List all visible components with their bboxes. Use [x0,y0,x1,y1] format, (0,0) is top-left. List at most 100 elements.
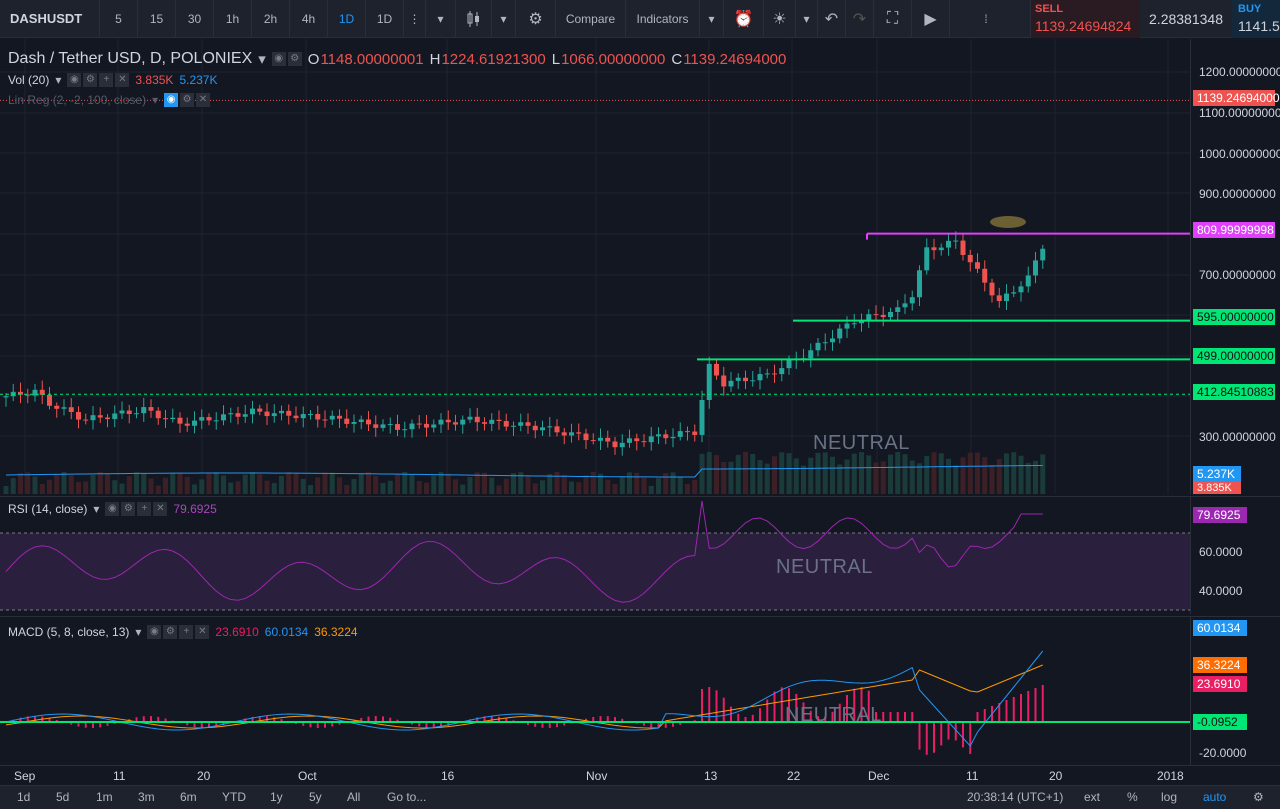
rsi-controls[interactable]: ◉ ⚙ + ✕ [105,502,168,516]
settings-gear-icon[interactable]: ⚙ [1253,790,1264,804]
interval-1h[interactable]: 1h [214,0,252,38]
range-1d[interactable]: 1d [17,790,31,804]
interval-2h[interactable]: 2h [252,0,290,38]
candle-style-icon[interactable] [456,0,492,38]
interval-30[interactable]: 30 [176,0,214,38]
volume-title[interactable]: Vol (20) [8,73,50,87]
redo-icon[interactable]: ↷ [846,0,874,38]
settings-icon[interactable]: ⚙ [83,73,98,87]
time-label: Nov [586,769,608,783]
sell-button[interactable]: SELL 1139.24694824 [1030,0,1140,38]
indicators-button[interactable]: Indicators [626,0,700,38]
indicators-dropdown-icon[interactable]: ▾ [700,0,724,38]
close-icon[interactable]: ✕ [195,625,210,639]
candle-body [286,410,292,416]
volume-bar [380,483,386,494]
eye-off-icon[interactable]: ◉ [164,93,179,107]
eye-icon[interactable]: ◉ [271,52,286,66]
range-3m[interactable]: 3m [138,790,155,804]
clock[interactable]: 20:38:14 (UTC+1) [967,790,1064,804]
interval-4h[interactable]: 4h [290,0,328,38]
ideas-dropdown-icon[interactable]: ▾ [796,0,818,38]
rsi-title[interactable]: RSI (14, close) [8,502,88,516]
linreg-controls[interactable]: ◉ ⚙ ✕ [164,93,211,107]
interval-1d-alt[interactable]: 1D [366,0,404,38]
eye-icon[interactable]: ◉ [67,73,82,87]
interval-1d[interactable]: 1D [328,0,366,38]
rsi-legend: RSI (14, close) ▾ ◉ ⚙ + ✕ 79.6925 [8,502,217,516]
macd-dropdown-icon[interactable]: ▾ [135,625,142,639]
compare-button[interactable]: Compare [556,0,626,38]
play-icon[interactable]: ▶ [912,0,950,38]
rsi-axis[interactable]: 79.6925 60.0000 40.0000 [1190,496,1280,614]
percent-toggle[interactable]: % [1127,790,1138,804]
alert-clock-icon[interactable]: ⏰ [724,0,764,38]
price-pane[interactable]: NEUTRAL Dash / Tether USD, D, POLONIEX ▾… [0,39,1190,494]
volume-dropdown-icon[interactable]: ▾ [55,73,62,87]
volume-bar [946,458,951,494]
series-controls[interactable]: ◉ ⚙ [271,52,302,66]
price-chart-canvas[interactable] [0,39,1190,494]
plus-icon[interactable]: + [137,502,152,516]
log-toggle[interactable]: log [1161,790,1178,804]
light-bulb-icon[interactable]: ☀ [764,0,796,38]
title-dropdown-icon[interactable]: ▾ [258,51,266,68]
symbol-title[interactable]: Dash / Tether USD, D, POLONIEX [8,50,253,67]
close-icon[interactable]: ✕ [196,93,211,107]
settings-gear-icon[interactable]: ⚙ [516,0,556,38]
range-6m[interactable]: 6m [180,790,197,804]
close-icon[interactable]: ✕ [115,73,130,87]
linreg-dropdown-icon[interactable]: ▾ [152,93,159,107]
volume-bar [982,457,988,494]
settings-icon[interactable]: ⚙ [180,93,195,107]
fullscreen-icon[interactable]: ⛶ [874,0,912,38]
range-ytd[interactable]: YTD [222,790,246,804]
plus-icon[interactable]: + [99,73,114,87]
settings-icon[interactable]: ⚙ [121,502,136,516]
auto-toggle[interactable]: auto [1203,790,1227,804]
range-1y[interactable]: 1y [270,790,283,804]
interval-dropdown-icon[interactable]: ▾ [426,0,456,38]
rsi-dropdown-icon[interactable]: ▾ [93,502,100,516]
candle-body [351,422,357,424]
rsi-chart-canvas[interactable] [0,497,1190,615]
volume-bar [228,482,234,494]
volume-controls[interactable]: ◉ ⚙ + ✕ [67,73,130,87]
range-1m[interactable]: 1m [96,790,113,804]
range-5y[interactable]: 5y [309,790,322,804]
symbol-search-button[interactable]: DASHUSDT [0,0,100,38]
volume-bar [344,484,350,494]
macd-title[interactable]: MACD (5, 8, close, 13) [8,625,130,639]
close-icon[interactable]: ✕ [153,502,168,516]
volume-bar [1004,453,1009,494]
volume-bar [750,453,756,494]
goto-button[interactable]: Go to... [387,790,427,804]
interval-5[interactable]: 5 [100,0,138,38]
panel-grip-icon[interactable]: ⁞ [984,11,988,26]
time-axis[interactable]: Sep 11 20 Oct 16 Nov 13 22 Dec 11 20 201… [0,765,1280,785]
settings-icon[interactable]: ⚙ [163,625,178,639]
candle-body [293,415,299,419]
undo-icon[interactable]: ↶ [818,0,846,38]
eye-icon[interactable]: ◉ [147,625,162,639]
eye-icon[interactable]: ◉ [105,502,120,516]
settings-icon[interactable]: ⚙ [287,52,302,66]
candle-body [438,419,444,425]
macd-chart-canvas[interactable] [0,617,1190,766]
macd-pane[interactable]: NEUTRAL MACD (5, 8, close, 13) ▾ ◉ ⚙ + ✕ 23… [0,616,1190,765]
macd-controls[interactable]: ◉ ⚙ + ✕ [147,625,210,639]
interval-more-icon[interactable]: ⋮ [404,0,426,38]
price-axis[interactable]: 1200.00000000 1100.00000000 1000.0000000… [1190,39,1280,494]
time-label: 2018 [1157,769,1184,783]
chart-type-dropdown-icon[interactable]: ▾ [492,0,516,38]
rsi-pane[interactable]: NEUTRAL RSI (14, close) ▾ ◉ ⚙ + ✕ 79.6925 [0,496,1190,614]
ext-toggle[interactable]: ext [1084,790,1101,804]
volume-bar [685,483,690,494]
buy-button[interactable]: BUY 1141.5 [1232,0,1280,38]
interval-15[interactable]: 15 [138,0,176,38]
plus-icon[interactable]: + [179,625,194,639]
macd-axis[interactable]: 60.0134 36.3224 23.6910 -0.0952 -20.0000 [1190,616,1280,765]
linreg-title[interactable]: Lin Reg (2, -2, 100, close) [8,93,147,107]
range-all[interactable]: All [347,790,361,804]
range-5d[interactable]: 5d [56,790,70,804]
